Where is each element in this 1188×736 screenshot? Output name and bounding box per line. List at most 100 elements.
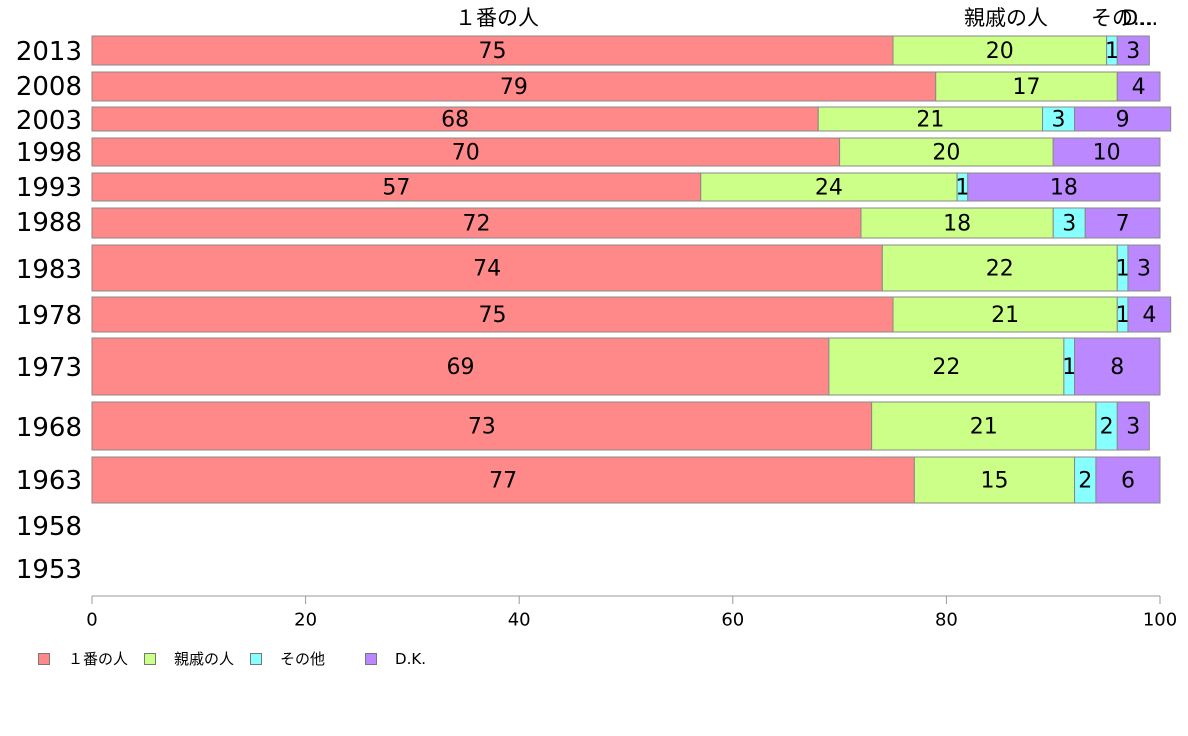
data-label: 6 xyxy=(1121,469,1135,494)
bar-segment xyxy=(1127,296,1172,333)
data-label: 57 xyxy=(382,176,410,201)
data-label: 21 xyxy=(991,303,1019,328)
year-label: 2013 xyxy=(16,37,82,67)
data-label: 74 xyxy=(473,257,501,282)
bar-segment xyxy=(1127,244,1161,292)
top-series-label: D... xyxy=(1122,6,1158,30)
year-label: 1968 xyxy=(16,413,82,443)
legend-label-4: D.K. xyxy=(395,649,426,668)
bar-segment xyxy=(91,296,894,333)
bar-segment xyxy=(1116,401,1150,451)
bar-segment xyxy=(1052,137,1161,167)
data-label: 3 xyxy=(1062,212,1076,237)
data-label: 21 xyxy=(970,415,998,440)
bar-segment xyxy=(91,71,937,102)
bar-segment xyxy=(91,337,830,396)
data-label: 7 xyxy=(1116,212,1130,237)
data-label: 3 xyxy=(1126,415,1140,440)
stacked-bar-chart: 2013200820031998199319881983197819731968… xyxy=(16,6,1177,631)
data-label: 10 xyxy=(1093,141,1121,166)
data-label: 8 xyxy=(1110,355,1124,380)
data-label: 4 xyxy=(1142,303,1156,328)
data-label: 22 xyxy=(986,257,1014,282)
year-label: 2003 xyxy=(16,106,82,136)
data-label: 9 xyxy=(1116,108,1130,133)
data-label: 18 xyxy=(943,212,971,237)
bar-segment xyxy=(892,296,1118,333)
data-label: 18 xyxy=(1050,176,1078,201)
data-label: 22 xyxy=(932,355,960,380)
legend-label-3: その他 xyxy=(280,650,326,668)
data-label: 1 xyxy=(1062,355,1076,380)
bar-segment xyxy=(91,35,894,66)
bar-segment xyxy=(91,244,883,292)
data-label: 1 xyxy=(1116,303,1130,328)
top-series-label: １番の人 xyxy=(455,6,539,30)
legend-item-4: D.K. xyxy=(365,650,426,668)
top-series-label: 親戚の人 xyxy=(964,6,1048,30)
data-label: 3 xyxy=(1137,257,1151,282)
bar-segment xyxy=(1116,35,1150,66)
data-label: 4 xyxy=(1132,75,1146,100)
bar-segment xyxy=(1052,207,1086,239)
data-label: 24 xyxy=(815,176,843,201)
legend-swatch-1 xyxy=(38,652,50,665)
legend-item-3: その他 xyxy=(250,648,325,669)
bar-segment xyxy=(1095,456,1161,504)
bar-segment xyxy=(871,401,1097,451)
data-label: 75 xyxy=(479,303,507,328)
bar-segment xyxy=(700,172,958,202)
x-tick-label: 80 xyxy=(935,610,958,631)
data-label: 17 xyxy=(1013,75,1041,100)
bar-segment xyxy=(935,71,1118,102)
data-label: 15 xyxy=(980,469,1008,494)
data-label: 69 xyxy=(446,355,474,380)
legend-item-1: １番の人 xyxy=(38,648,128,669)
bar-segment xyxy=(91,207,862,239)
data-label: 72 xyxy=(462,212,490,237)
data-label: 73 xyxy=(468,415,496,440)
bar-segment xyxy=(913,456,1076,504)
bar-segment xyxy=(1074,337,1161,396)
legend-swatch-3 xyxy=(250,652,263,665)
year-label: 1973 xyxy=(16,353,82,383)
legend-label-2: 親戚の人 xyxy=(174,650,235,668)
data-label: 3 xyxy=(1126,39,1140,64)
bar-segment xyxy=(1084,207,1161,239)
data-label: 1 xyxy=(955,176,969,201)
top-series-label: その... xyxy=(1091,6,1153,30)
x-tick-label: 40 xyxy=(508,610,531,631)
legend-label-1: １番の人 xyxy=(68,650,129,668)
data-label: 1 xyxy=(1116,257,1130,282)
year-label: 1978 xyxy=(16,301,82,331)
year-label: 1963 xyxy=(16,466,82,496)
legend-swatch-2 xyxy=(144,652,157,665)
legend-swatch-4 xyxy=(365,652,378,665)
bar-segment xyxy=(817,106,1044,132)
bar-segment xyxy=(91,106,819,132)
legend-item-2: 親戚の人 xyxy=(144,648,234,669)
x-tick-label: 100 xyxy=(1143,610,1177,631)
bar-segment xyxy=(967,172,1161,202)
year-label: 2008 xyxy=(16,72,82,102)
bar-segment xyxy=(860,207,1054,239)
bar-segment xyxy=(1042,106,1076,132)
bar-segment xyxy=(91,401,873,451)
year-label: 1988 xyxy=(16,208,82,238)
year-label: 1993 xyxy=(16,173,82,203)
data-label: 2 xyxy=(1078,469,1092,494)
year-label: 1983 xyxy=(16,255,82,285)
data-label: 79 xyxy=(500,75,528,100)
legend: １番の人 親戚の人 その他 D.K. xyxy=(38,648,442,669)
year-label: 1958 xyxy=(16,512,82,542)
bar-segment xyxy=(839,137,1054,167)
bar-segment xyxy=(91,172,702,202)
data-label: 1 xyxy=(1105,39,1119,64)
data-label: 20 xyxy=(986,39,1014,64)
data-label: 2 xyxy=(1100,415,1114,440)
data-label: 70 xyxy=(452,141,480,166)
data-label: 21 xyxy=(916,108,944,133)
data-label: 77 xyxy=(489,469,517,494)
x-tick-label: 60 xyxy=(721,610,744,631)
year-label: 1953 xyxy=(16,555,82,585)
